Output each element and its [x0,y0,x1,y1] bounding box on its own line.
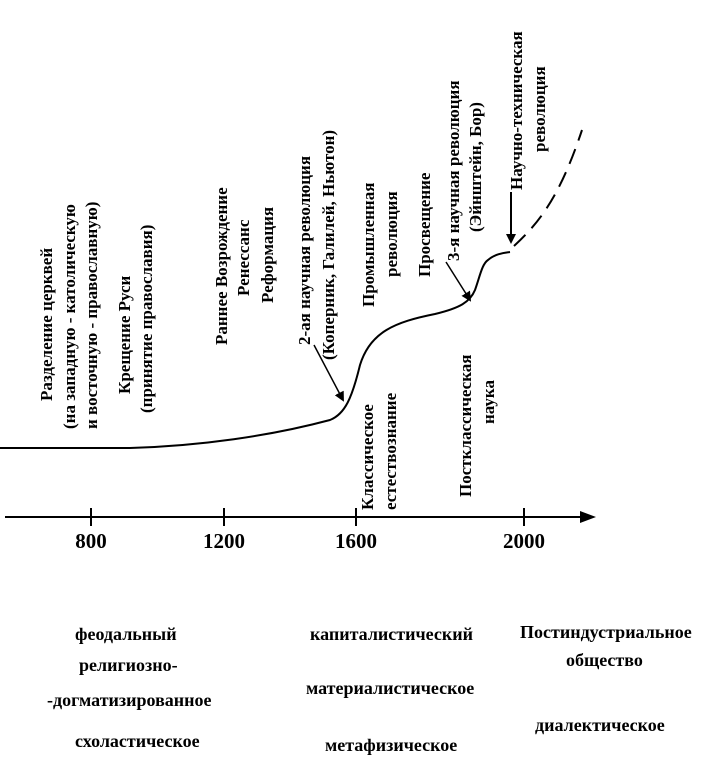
annotation-scitech: Научно-техническая революция [507,31,549,190]
annotation-postclassical: Постклассическая наука [456,355,498,497]
label-religious: религиозно- [79,655,178,675]
schism-line-5: (принятие православия) [137,225,156,413]
third-revolution-line-2: 3-я научная революция [444,80,463,261]
label-dogmatic: -догматизированное [47,690,212,710]
label-metaphysical: метафизическое [325,735,458,755]
growth-curve [0,251,511,449]
tick-label-800: 800 [75,529,107,553]
label-materialist: материалистическое [306,678,475,698]
tick-label-1600: 1600 [335,529,377,553]
tick-label-2000: 2000 [503,529,545,553]
third-revolution-line-1: Просвещение [415,172,434,277]
annotation-classical: Классическое естествознание [358,392,400,510]
postclassical-line-2: наука [479,380,498,424]
label-capitalist: капиталистический [310,624,473,644]
annotation-third-revolution: Просвещение 3-я научная революция (Эйншт… [415,80,485,277]
renaissance-line-1: Раннее Возрождение [212,187,231,345]
label-dialectical: диалектическое [535,715,665,735]
second-revolution-line-2: (Коперник, Галилей, Ньютон) [319,130,338,360]
third-revolution-line-3: (Эйнштейн, Бор) [466,102,485,232]
arrow-second-revolution [313,344,344,402]
schism-line-4: Крещение Руси [115,275,134,394]
renaissance-line-2: Ренессанс [234,219,253,296]
label-feudal: феодальный [75,624,177,644]
label-scholastic: схоластическое [75,731,200,751]
classical-line-2: естествознание [381,392,400,510]
annotation-schism: Разделение церквей (на западную - католи… [37,202,156,429]
growth-curve-projection [513,129,583,247]
label-postindustrial: Постиндустриальное [520,622,692,642]
second-revolution-line-1: 2-ая научная революция [295,156,314,345]
arrow-third-revolution [445,261,472,302]
label-society: общество [566,650,643,670]
scitech-line-1: Научно-техническая [507,31,526,190]
renaissance-line-3: Реформация [258,207,277,303]
schism-line-3: и восточную - православную) [82,202,101,429]
scitech-line-2: революция [530,66,549,152]
classical-line-1: Классическое [358,404,377,510]
annotation-industrial: Промышленная революция [359,183,401,307]
time-axis-arrow-icon [580,511,596,523]
schism-line-1: Разделение церквей [37,248,56,401]
annotation-second-revolution: 2-ая научная революция (Коперник, Галиле… [295,130,338,360]
annotation-renaissance: Раннее Возрождение Ренессанс Реформация [212,187,277,345]
postclassical-line-1: Постклассическая [456,355,475,497]
tick-label-1200: 1200 [203,529,245,553]
industrial-line-1: Промышленная [359,183,378,307]
schism-line-2: (на западную - католическую [60,204,79,429]
industrial-line-2: революция [382,191,401,277]
